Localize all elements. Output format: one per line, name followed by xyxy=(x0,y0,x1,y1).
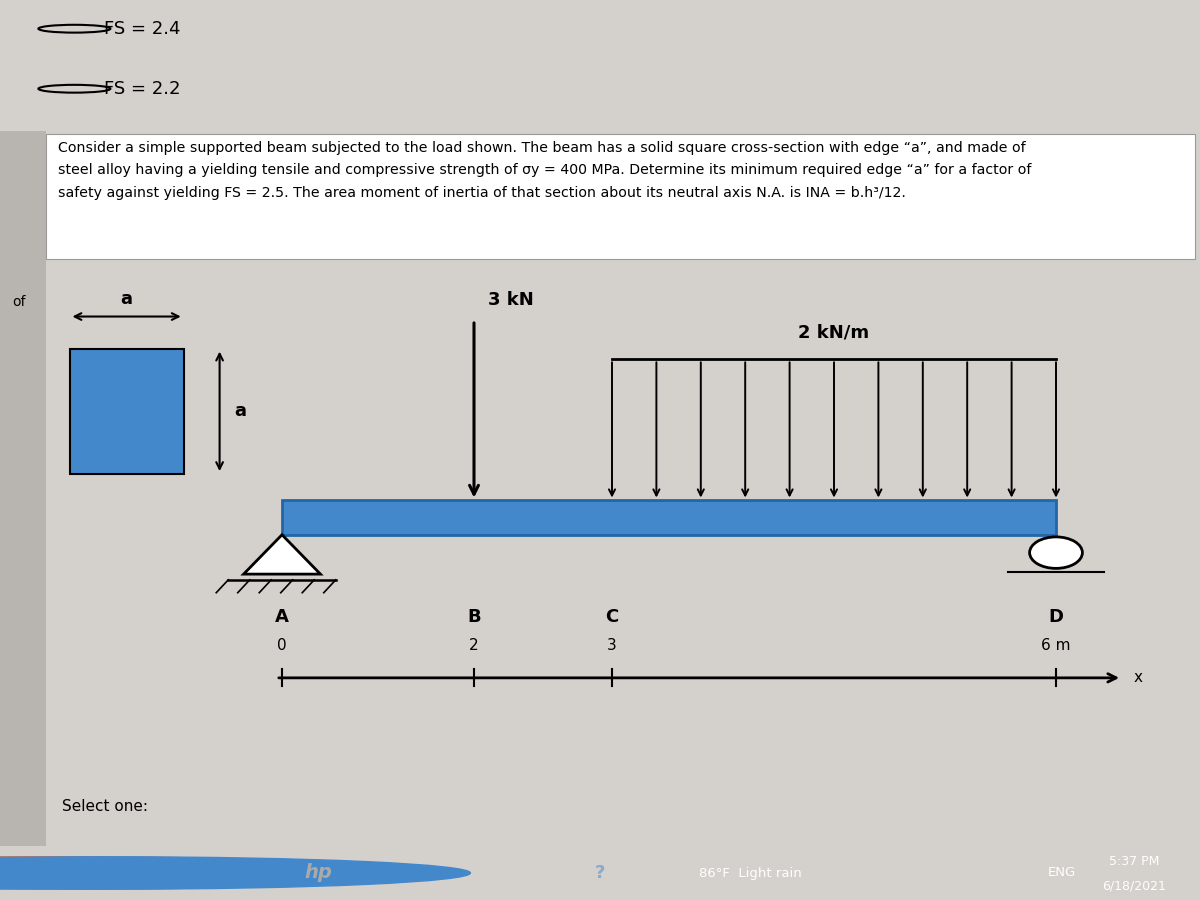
Text: A: A xyxy=(275,608,289,626)
Circle shape xyxy=(0,857,382,889)
Circle shape xyxy=(0,857,426,889)
Text: Select one:: Select one: xyxy=(62,799,149,815)
Text: of: of xyxy=(12,295,25,310)
Text: a: a xyxy=(121,290,133,308)
Bar xyxy=(282,500,1056,535)
Text: C: C xyxy=(605,608,619,626)
Text: 0: 0 xyxy=(277,638,287,653)
Bar xyxy=(70,348,184,474)
Text: 3: 3 xyxy=(607,638,617,653)
Text: 3 kN: 3 kN xyxy=(488,292,534,310)
Text: steel alloy having a yielding tensile and compressive strength of σy = 400 MPa. : steel alloy having a yielding tensile an… xyxy=(58,164,1031,177)
Text: D: D xyxy=(1049,608,1063,626)
Text: 6/18/2021: 6/18/2021 xyxy=(1102,879,1166,893)
Bar xyxy=(0,130,46,846)
Text: 2: 2 xyxy=(469,638,479,653)
Bar xyxy=(46,134,1195,259)
Circle shape xyxy=(1030,537,1082,569)
Text: 86°F  Light rain: 86°F Light rain xyxy=(698,867,802,879)
Text: 2 kN/m: 2 kN/m xyxy=(798,324,870,342)
Text: ENG: ENG xyxy=(1048,867,1076,879)
Text: x: x xyxy=(1134,670,1142,686)
Text: hp: hp xyxy=(304,863,332,883)
Text: Consider a simple supported beam subjected to the load shown. The beam has a sol: Consider a simple supported beam subject… xyxy=(58,141,1025,155)
Polygon shape xyxy=(244,535,320,574)
Text: ?: ? xyxy=(595,864,605,882)
Text: B: B xyxy=(467,608,481,626)
Text: FS = 2.4: FS = 2.4 xyxy=(104,20,181,38)
Text: FS = 2.2: FS = 2.2 xyxy=(104,80,181,98)
Text: 5:37 PM: 5:37 PM xyxy=(1109,855,1159,868)
Text: 6 m: 6 m xyxy=(1042,638,1070,653)
Circle shape xyxy=(0,857,470,889)
Text: safety against yielding FS = 2.5. The area moment of inertia of that section abo: safety against yielding FS = 2.5. The ar… xyxy=(58,185,906,200)
Text: a: a xyxy=(234,402,246,420)
